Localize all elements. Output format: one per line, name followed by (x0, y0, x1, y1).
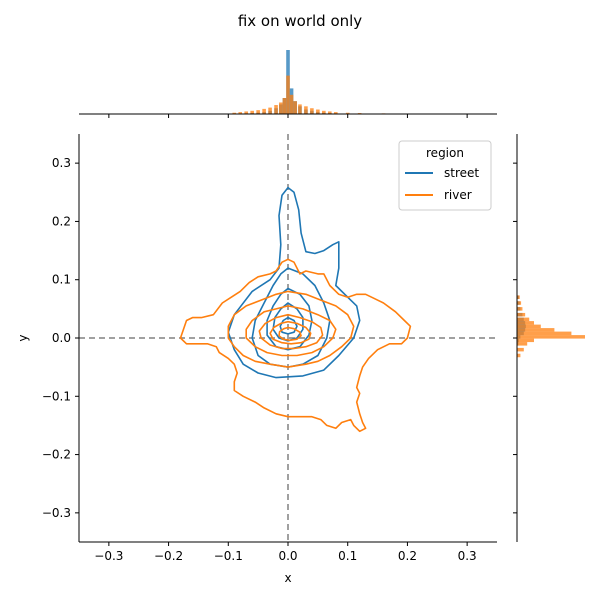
x-tick-label: −0.3 (94, 549, 123, 563)
contour-street-0 (227, 186, 361, 379)
marginal-x-bar-river (286, 75, 290, 114)
marginal-y-bar-river (517, 328, 555, 332)
x-axis-ticks: −0.3 −0.2 −0.1 0.0 0.1 0.2 0.3 (94, 542, 477, 563)
contour-river-4 (269, 320, 312, 345)
contour-river-3 (258, 313, 324, 350)
y-tick-label: −0.3 (42, 506, 71, 520)
marginal-x-bar-river (256, 110, 260, 114)
marginal-y-bar-river (517, 307, 523, 311)
legend-label-river: river (444, 188, 472, 202)
marginal-x-bar-river (298, 104, 302, 114)
marginal-y-bar-river (517, 317, 530, 322)
marginal-y-bar-river (517, 342, 528, 346)
marginal-x-ticks (108, 114, 468, 118)
kde-contours (179, 186, 412, 433)
reference-lines (79, 134, 497, 542)
marginal-x-bar-river (322, 110, 326, 114)
marginal-x-bar-river (333, 112, 338, 114)
marginal-x-bar-river (279, 102, 283, 114)
marginal-y-bar-river (517, 312, 526, 317)
main-plot-area (79, 134, 497, 542)
x-tick-label: 0.3 (458, 549, 477, 563)
marginal-x-bar-river (289, 94, 294, 114)
x-tick-label: −0.1 (214, 549, 243, 563)
marginal-x-bar-river (232, 112, 237, 114)
x-tick-label: 0.0 (278, 549, 297, 563)
marginal-x-bar-river (268, 107, 272, 114)
marginal-y-bar-river (517, 347, 524, 352)
marginal-y-bar-river (517, 335, 585, 339)
marginal-x-bar-river (282, 98, 287, 114)
y-axis-ticks: −0.3 −0.2 −0.1 0.0 0.1 0.2 0.3 (42, 156, 79, 520)
contour-river-0 (179, 258, 412, 433)
y-tick-label: 0.0 (52, 331, 71, 345)
marginal-y-bar-river (517, 321, 534, 325)
x-axis-label: x (284, 571, 291, 585)
x-tick-label: 0.1 (338, 549, 357, 563)
marginal-x-bar-river (262, 108, 266, 114)
marginal-x-bar-river (238, 112, 243, 114)
y-tick-label: 0.1 (52, 273, 71, 287)
contour-river-2 (245, 305, 337, 357)
x-tick-label: 0.2 (398, 549, 417, 563)
marginal-x-bar-river (328, 111, 332, 114)
marginal-x-bar-river (310, 108, 314, 114)
legend-box (398, 140, 492, 211)
marginal-x-bar-river (244, 111, 248, 114)
marginal-x-bar-river (250, 110, 254, 114)
contour-river-5 (278, 326, 302, 342)
y-tick-label: −0.2 (42, 448, 71, 462)
marginal-x-histogram (232, 50, 410, 114)
marginal-x-bar-river (345, 112, 350, 114)
legend: region street river (398, 140, 492, 211)
marginal-x-bar-river (274, 105, 278, 114)
marginal-y-bar-river (517, 338, 534, 343)
y-tick-label: 0.3 (52, 156, 71, 170)
marginal-y-bar-river (517, 324, 541, 329)
x-tick-label: −0.2 (154, 549, 183, 563)
marginal-y-histogram (517, 295, 585, 358)
y-tick-label: 0.2 (52, 214, 71, 228)
marginal-y-bar-river (517, 331, 572, 336)
marginal-y-bar-river (517, 353, 521, 358)
chart-title: fix on world only (238, 12, 362, 30)
legend-title: region (426, 146, 464, 160)
marginal-x-bar-river (304, 106, 308, 114)
y-tick-label: −0.1 (42, 389, 71, 403)
marginal-y-bar-river (517, 301, 522, 305)
contour-street-2 (266, 287, 313, 351)
contour-street-3 (272, 302, 304, 342)
contour-river-1 (227, 290, 355, 368)
marginal-x-bar-river (293, 101, 297, 114)
marginal-y-ticks (513, 162, 517, 514)
legend-label-street: street (444, 166, 479, 180)
marginal-x-bar-river (316, 109, 320, 114)
y-axis-label: y (16, 334, 30, 341)
marginal-y-bar-river (517, 295, 520, 299)
